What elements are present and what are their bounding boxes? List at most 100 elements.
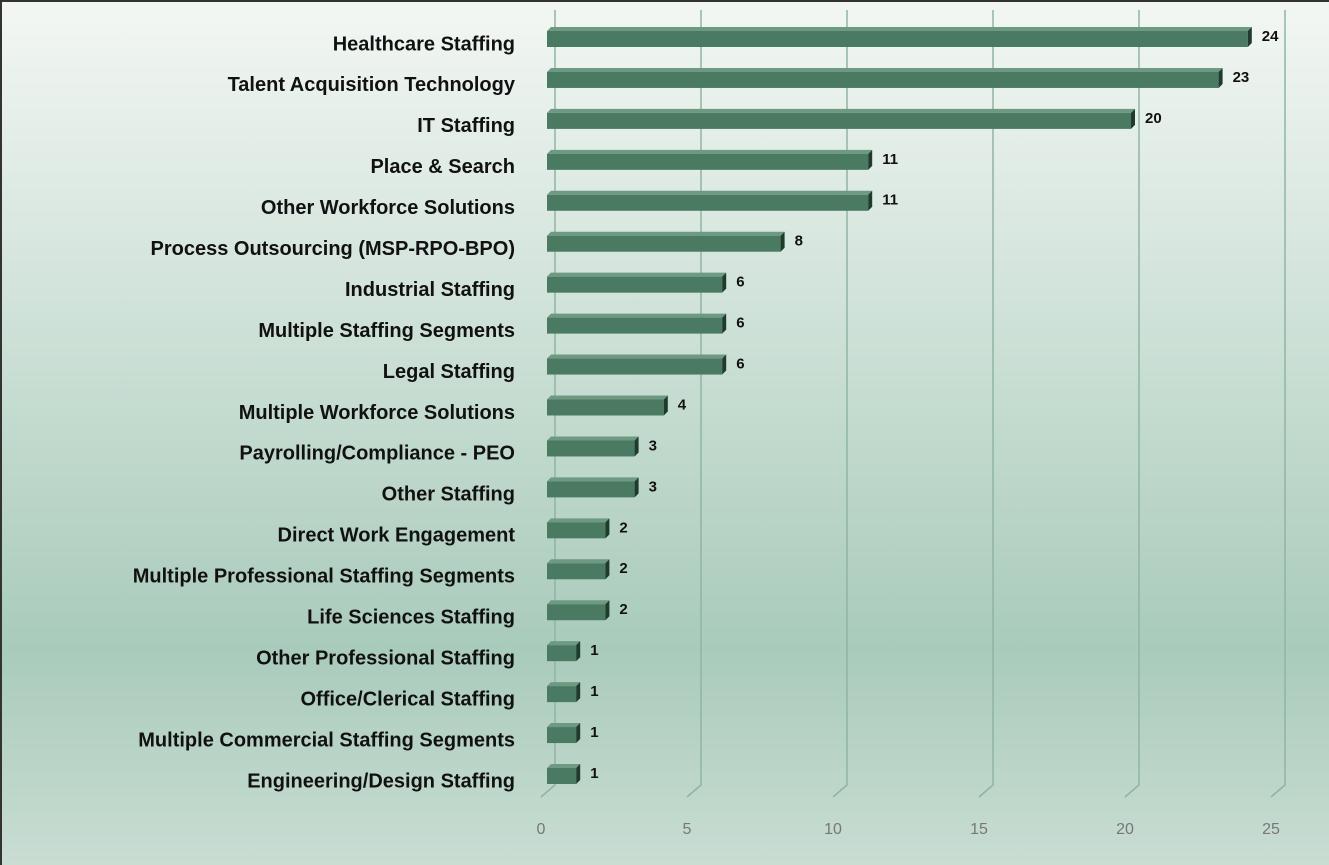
bar-face (547, 768, 577, 784)
data-label: 6 (736, 274, 744, 291)
grid-line (978, 10, 994, 798)
y-tick-label: Process Outsourcing (MSP-RPO-BPO) (151, 238, 516, 260)
bar-face (547, 522, 606, 539)
bar (547, 354, 727, 375)
y-tick-label: Payrolling/Compliance - PEO (239, 443, 515, 465)
bar-face (634, 477, 639, 498)
grid-line (686, 10, 702, 798)
data-label: 1 (590, 724, 598, 741)
x-tick-label: 5 (683, 821, 692, 838)
bar (547, 395, 668, 416)
bar (547, 313, 727, 334)
bar (547, 764, 581, 784)
bar-face (605, 600, 610, 621)
bar (547, 436, 639, 457)
bar-face (547, 686, 577, 703)
bar-face (547, 600, 610, 605)
bar-face (547, 604, 606, 621)
data-label: 2 (619, 560, 627, 577)
y-tick-label: Healthcare Staffing (333, 33, 515, 55)
bar-face (547, 231, 785, 236)
bar-face (722, 272, 727, 293)
bar-face (547, 190, 873, 195)
bar-face (547, 31, 1248, 47)
y-tick-label: Multiple Professional Staffing Segments (133, 566, 515, 588)
x-tick-label: 25 (1262, 821, 1280, 838)
bar-face (547, 563, 606, 580)
bar-face (547, 149, 873, 154)
y-tick-label: Other Professional Staffing (256, 647, 515, 669)
bar-face (605, 518, 610, 539)
data-label: 1 (590, 642, 598, 659)
bar-face (547, 67, 1223, 72)
grid-line (540, 10, 556, 798)
bar-face (547, 436, 639, 441)
bar (547, 518, 610, 539)
bar-face (547, 645, 577, 662)
bar-face (663, 395, 668, 416)
bar (547, 723, 581, 744)
bar-face (547, 440, 635, 457)
bar-face (547, 71, 1219, 88)
y-tick-label: Multiple Commercial Staffing Segments (138, 729, 515, 751)
bar-face (547, 518, 610, 523)
bar (547, 67, 1223, 88)
data-label: 6 (736, 315, 744, 332)
bar (547, 682, 581, 703)
bar-face (722, 354, 727, 375)
bar-face (547, 27, 1252, 31)
bar-face (547, 641, 581, 646)
bar (547, 149, 873, 170)
data-label: 24 (1262, 28, 1279, 45)
bar-face (576, 682, 581, 703)
bar (547, 231, 785, 252)
y-tick-label: Place & Search (370, 156, 515, 178)
bar-face (547, 112, 1131, 129)
y-tick-label: Other Workforce Solutions (261, 197, 515, 219)
y-tick-label: Office/Clerical Staffing (301, 688, 516, 710)
y-tick-label: Life Sciences Staffing (307, 607, 515, 629)
bar-face (547, 399, 664, 416)
y-tick-label: Other Staffing (382, 484, 515, 506)
bar-face (547, 358, 723, 375)
bar-face (722, 313, 727, 334)
bar-face (868, 149, 873, 170)
bar-face (576, 723, 581, 744)
data-label: 4 (678, 396, 687, 413)
y-tick-label: Multiple Workforce Solutions (239, 402, 515, 424)
x-tick-label: 0 (537, 821, 546, 838)
y-tick-label: Legal Staffing (383, 361, 515, 383)
bar-face (547, 727, 577, 744)
bar-face (576, 764, 581, 784)
bar-face (547, 682, 581, 687)
bar-face (547, 153, 869, 170)
bar-face (547, 354, 727, 359)
y-tick-label: Talent Acquisition Technology (228, 74, 516, 96)
bar-face (1131, 108, 1135, 129)
y-tick-label: IT Staffing (417, 115, 515, 137)
bar-face (547, 235, 781, 252)
bar-face (547, 317, 723, 334)
data-label: 6 (736, 356, 744, 373)
data-label: 1 (590, 765, 598, 782)
bar-face (547, 723, 581, 728)
bar (547, 272, 727, 293)
bar-face (547, 313, 727, 318)
bar (547, 477, 639, 498)
y-tick-label: Industrial Staffing (345, 279, 515, 301)
data-label: 20 (1145, 110, 1162, 127)
bar-face (1218, 67, 1223, 88)
data-label: 1 (590, 683, 598, 700)
bar (547, 27, 1252, 47)
bar-face (547, 272, 727, 277)
bar-face (780, 231, 785, 252)
bar-face (1247, 27, 1252, 47)
bar-face (547, 477, 639, 482)
data-label: 2 (619, 601, 627, 618)
grid-line (1270, 10, 1286, 798)
data-label: 11 (882, 151, 898, 168)
bar (547, 190, 873, 211)
bar-face (576, 641, 581, 662)
